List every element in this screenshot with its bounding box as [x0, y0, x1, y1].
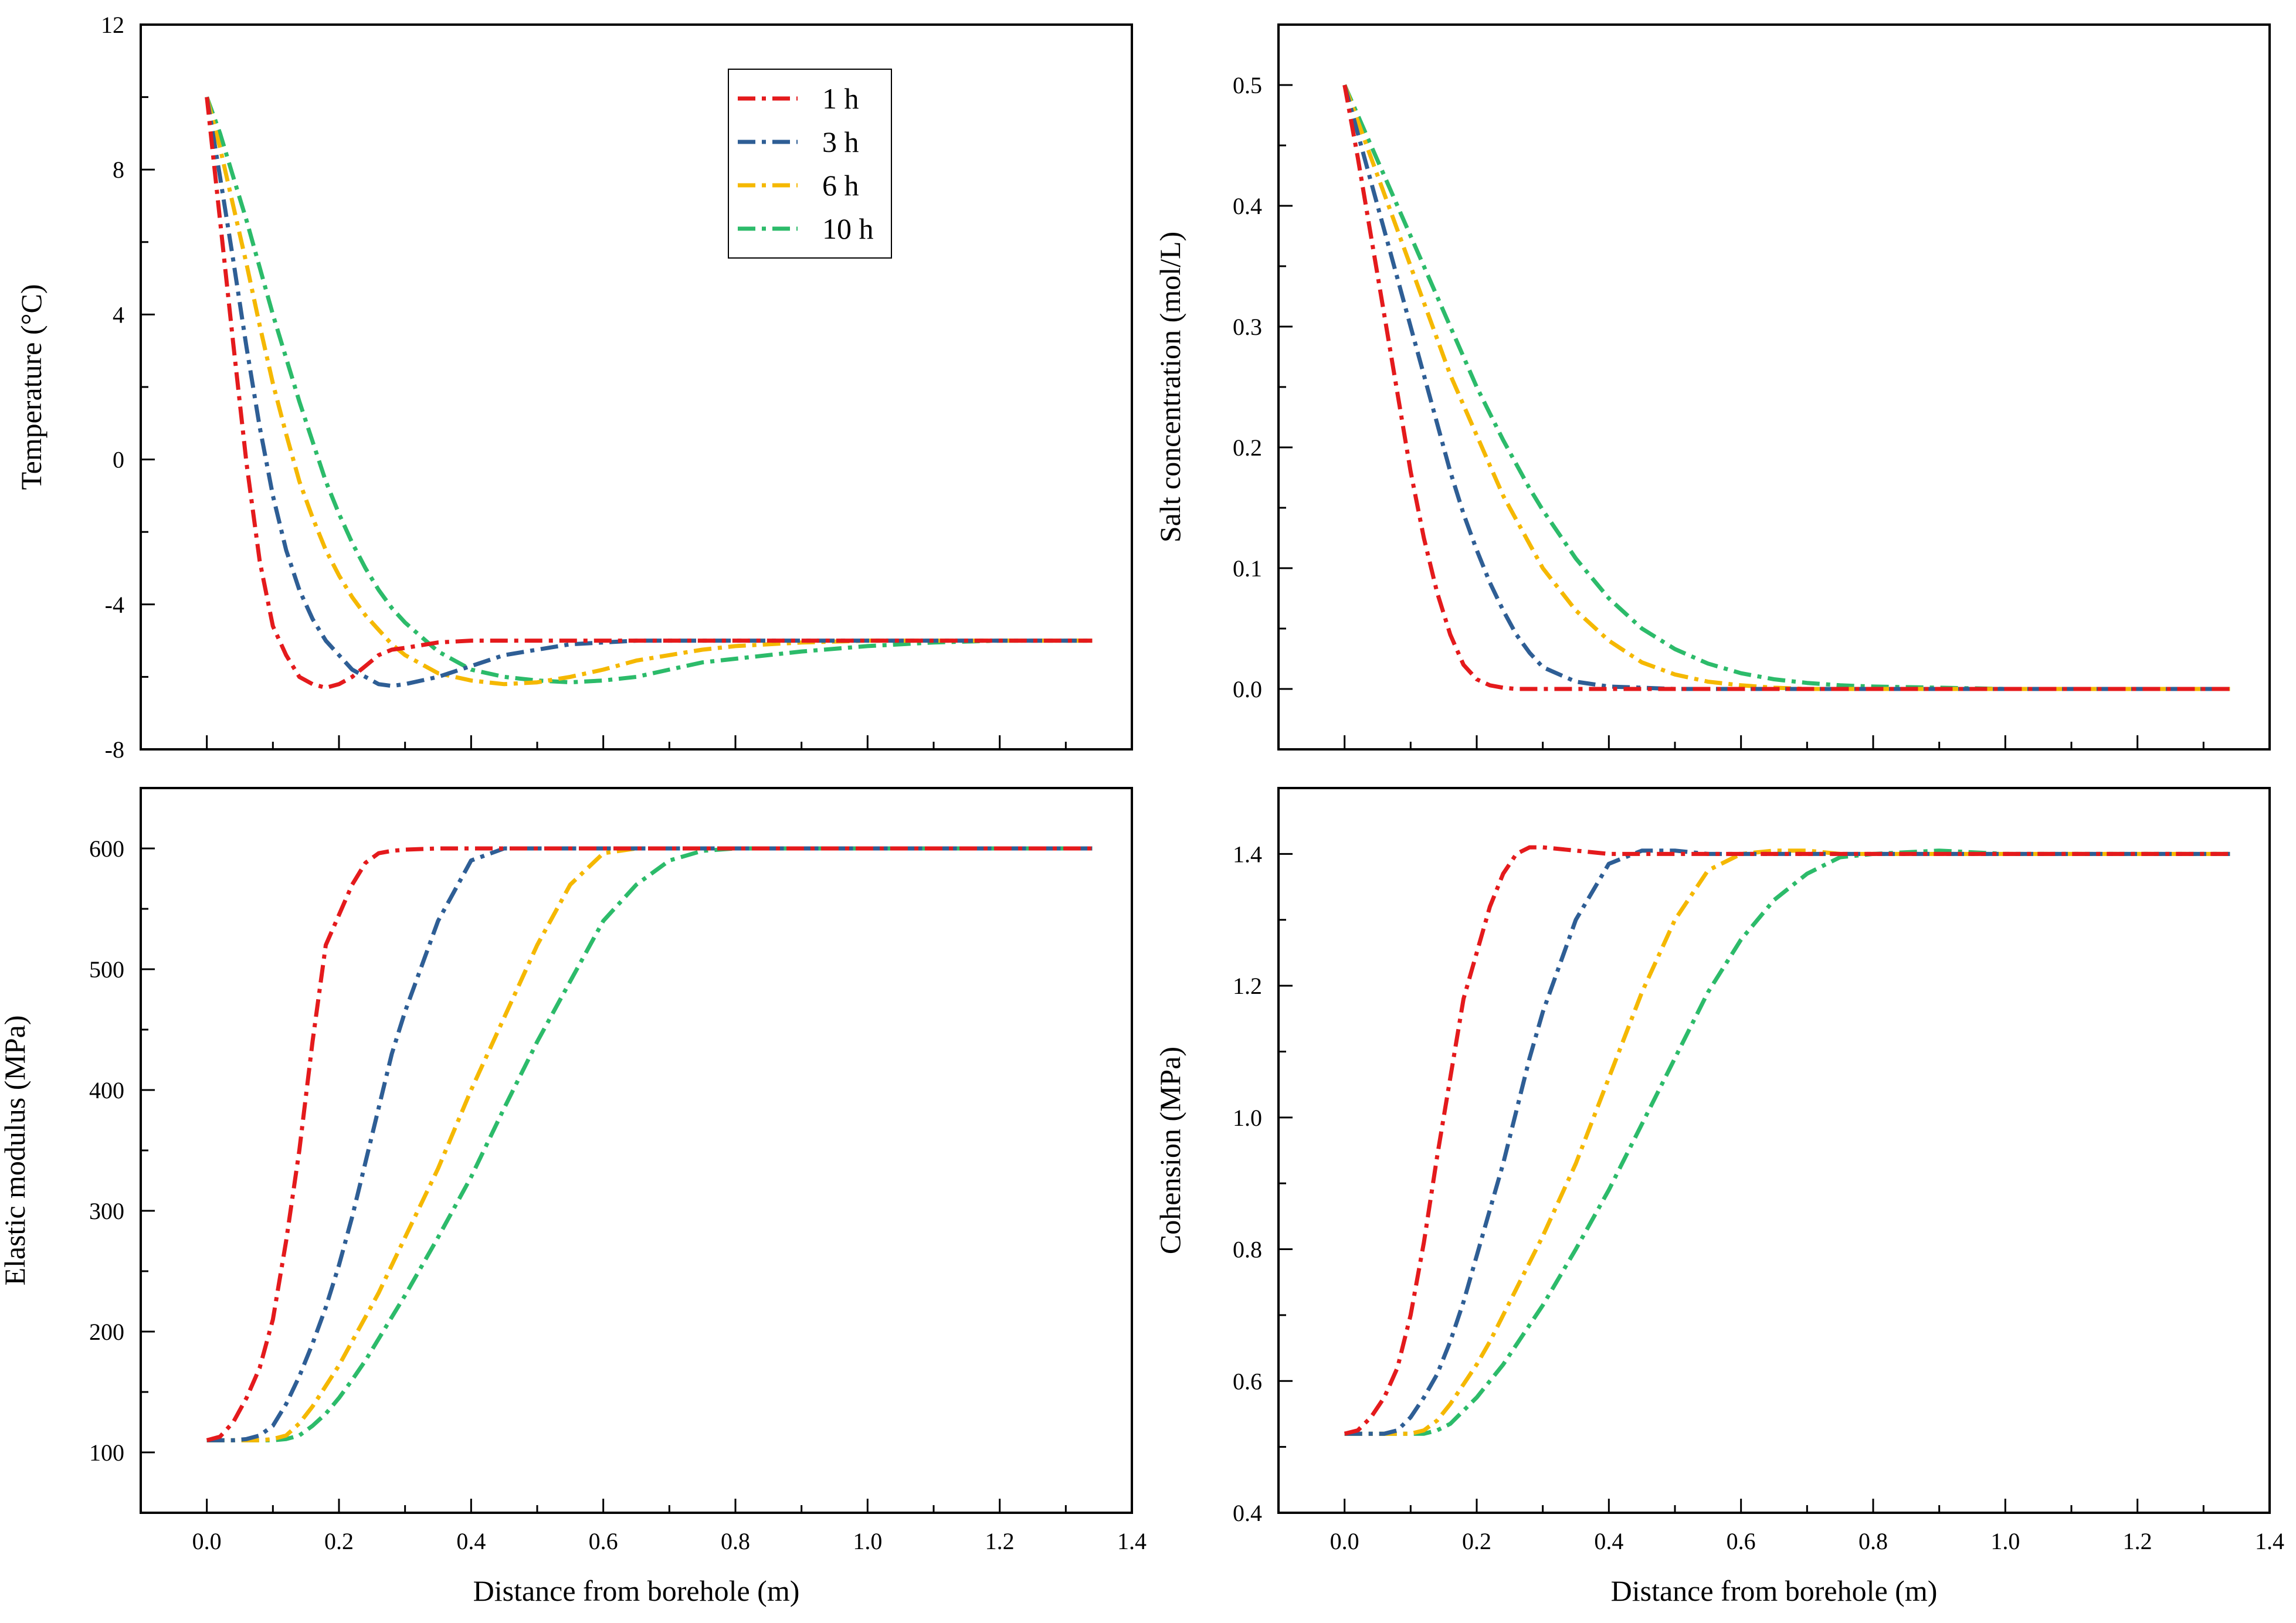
y-tick-label: -4: [105, 592, 124, 618]
legend-label: 3 h: [822, 125, 859, 158]
x-tick-label: 1.2: [985, 1528, 1015, 1554]
y-tick-label: 0.4: [1233, 1500, 1262, 1526]
x-tick-label: 1.4: [1117, 1528, 1147, 1554]
y-axis-title: Salt concentration (mol/L): [1154, 232, 1186, 542]
y-tick-label: 8: [113, 157, 124, 183]
y-tick-label: 300: [89, 1198, 124, 1224]
x-tick-label: 0.4: [1594, 1528, 1623, 1554]
x-tick-label: 1.0: [1990, 1528, 2020, 1554]
series-line-1h: [205, 97, 1093, 690]
y-tick-label: 1.2: [1233, 973, 1262, 999]
series-line-10h: [205, 96, 1093, 685]
series-group: [205, 96, 1093, 690]
x-tick-label: 1.0: [853, 1528, 882, 1554]
series-group: [1342, 84, 2230, 691]
series-line-10h: [1342, 84, 2230, 691]
series-line-6h: [1342, 84, 2230, 691]
y-axis-title: Elastic modulus (MPa): [0, 1015, 31, 1285]
plot-frame: [140, 787, 1133, 1514]
y-tick-label: 0.8: [1233, 1237, 1262, 1263]
y-tick-label: 0.3: [1233, 314, 1262, 340]
series-line-6h: [1344, 848, 2230, 1436]
x-tick-label: 0.6: [1727, 1528, 1756, 1554]
y-tick-label: 0.6: [1233, 1368, 1262, 1394]
x-tick-label: 0.2: [1462, 1528, 1491, 1554]
x-tick-label: 0.0: [1330, 1528, 1359, 1554]
x-tick-label: 0.6: [589, 1528, 618, 1554]
y-tick-label: -8: [105, 736, 124, 763]
x-tick-label: 0.2: [324, 1528, 354, 1554]
y-tick-label: 0.1: [1233, 555, 1262, 582]
y-tick-label: 100: [89, 1439, 124, 1466]
panel-salt-concentration: 0.0 0.1 0.2 0.3 0.4 0.5 Salt concentration (mo…: [1154, 23, 2271, 751]
series-line-1h: [1342, 84, 2230, 691]
series-line-6h: [205, 96, 1093, 687]
legend-box: [728, 69, 892, 259]
y-tick-label: 600: [89, 836, 124, 862]
x-axis-title: Distance from borehole (m): [1611, 1574, 1938, 1607]
y-tick-label: 0.0: [1233, 676, 1262, 702]
x-tick-label: 0.0: [192, 1528, 222, 1554]
y-tick-label: 12: [101, 12, 124, 38]
legend: 1 h 3 h 6 h 10 h: [728, 69, 892, 259]
y-tick-label: 500: [89, 956, 124, 983]
y-tick-label: 400: [89, 1077, 124, 1103]
x-tick-label: 1.4: [2255, 1528, 2284, 1554]
series-line-6h: [206, 846, 1093, 1442]
panel-elastic-modulus: 0.0 0.2 0.4 0.6 0.8 1.0 1.2 1.4 100 200 300 400 500 6…: [0, 787, 1147, 1607]
series-line-3h: [205, 97, 1093, 688]
y-tick-label: 0: [113, 447, 124, 473]
y-axis-title: Cohension (MPa): [1154, 1047, 1186, 1254]
y-tick-label: 1.0: [1233, 1105, 1262, 1131]
series-line-10h: [206, 846, 1093, 1442]
legend-label: 1 h: [822, 82, 859, 115]
x-tick-label: 0.8: [1858, 1528, 1888, 1554]
legend-label: 10 h: [822, 212, 874, 245]
x-tick-label: 0.4: [456, 1528, 486, 1554]
series-line-1h: [1344, 845, 2230, 1436]
y-axis-title: Temperature (°C): [15, 284, 48, 490]
y-tick-label: 0.2: [1233, 434, 1262, 461]
legend-label: 6 h: [822, 169, 859, 202]
y-tick-label: 0.5: [1233, 72, 1262, 99]
series-line-1h: [206, 846, 1093, 1442]
x-tick-label: 0.8: [721, 1528, 750, 1554]
series-group: [1344, 845, 2230, 1436]
series-line-3h: [206, 846, 1093, 1442]
series-line-3h: [1342, 84, 2230, 691]
series-line-3h: [1344, 848, 2230, 1436]
plot-frame: [1277, 787, 2271, 1514]
x-tick-label: 1.2: [2123, 1528, 2152, 1554]
series-line-10h: [1344, 848, 2230, 1436]
y-tick-label: 1.4: [1233, 841, 1262, 867]
panel-cohesion: 0.0 0.2 0.4 0.6 0.8 1.0 1.2 1.4 0.4 0.6 0.8 1.0 1.2 1…: [1154, 787, 2284, 1607]
x-axis-title: Distance from borehole (m): [473, 1574, 800, 1607]
series-group: [206, 846, 1093, 1442]
panel-temperature: -8 -4 0 4 8 12 Temperature (°C): [15, 12, 1133, 763]
y-tick-label: 4: [113, 301, 124, 328]
y-tick-label: 0.4: [1233, 193, 1262, 219]
y-tick-label: 200: [89, 1319, 124, 1345]
